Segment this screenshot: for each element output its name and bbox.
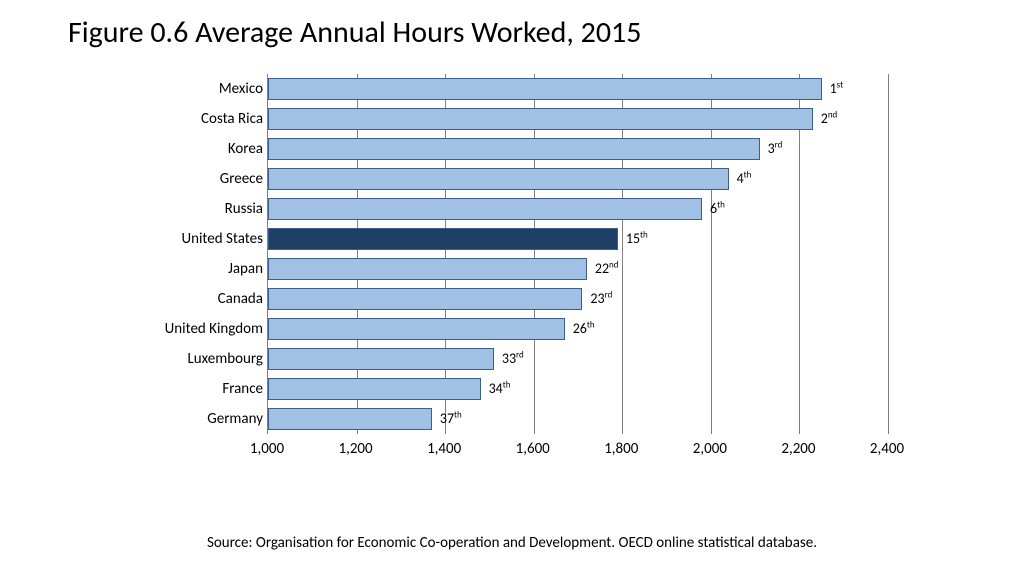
x-tick-label: 1,200 <box>338 440 372 458</box>
bar <box>268 168 729 190</box>
rank-number: 15 <box>626 230 640 247</box>
rank-number: 22 <box>595 260 609 277</box>
source-note: Source: Organisation for Economic Co-ope… <box>0 534 1024 552</box>
rank-number: 37 <box>440 410 454 427</box>
bar <box>268 408 432 430</box>
bar <box>268 348 494 370</box>
category-label: Greece <box>147 164 263 194</box>
bar-row: 1st <box>268 74 888 104</box>
category-label: United Kingdom <box>147 314 263 344</box>
category-labels: MexicoCosta RicaKoreaGreeceRussiaUnited … <box>147 74 263 434</box>
category-label: Mexico <box>147 74 263 104</box>
bar <box>268 138 760 160</box>
rank-label: 3rd <box>768 138 783 160</box>
category-label: Japan <box>147 254 263 284</box>
category-label: Canada <box>147 284 263 314</box>
x-tick-label: 2,200 <box>781 440 815 458</box>
bar <box>268 198 702 220</box>
rank-number: 26 <box>573 320 587 337</box>
bar-row: 15th <box>268 224 888 254</box>
rank-number: 2 <box>821 110 828 127</box>
category-label: Russia <box>147 194 263 224</box>
rank-suffix: rd <box>605 289 613 300</box>
rank-label: 33rd <box>502 348 524 370</box>
x-tick-label: 1,600 <box>516 440 550 458</box>
bar <box>268 228 618 250</box>
rank-label: 26th <box>573 318 595 340</box>
category-label: France <box>147 374 263 404</box>
rank-number: 4 <box>737 170 744 187</box>
x-tick-label: 1,000 <box>250 440 284 458</box>
rank-label: 22nd <box>595 258 619 280</box>
bar-row: 34th <box>268 374 888 404</box>
rank-suffix: th <box>744 169 752 180</box>
gridline <box>888 74 889 434</box>
figure-title: Figure 0.6 Average Annual Hours Worked, … <box>68 14 641 51</box>
x-axis: 1,0001,2001,4001,6001,8002,0002,2002,400 <box>267 434 887 464</box>
figure-page: Figure 0.6 Average Annual Hours Worked, … <box>0 0 1024 576</box>
rank-suffix: th <box>587 319 595 330</box>
rank-label: 4th <box>737 168 752 190</box>
bar <box>268 378 481 400</box>
bar-row: 23rd <box>268 284 888 314</box>
rank-suffix: th <box>640 229 648 240</box>
x-tick-label: 1,400 <box>427 440 461 458</box>
rank-label: 6th <box>710 198 725 220</box>
rank-suffix: th <box>454 409 462 420</box>
bar-row: 2nd <box>268 104 888 134</box>
rank-number: 34 <box>489 380 503 397</box>
bar <box>268 318 565 340</box>
rank-number: 23 <box>590 290 604 307</box>
rank-label: 1st <box>830 78 844 100</box>
bar-row: 6th <box>268 194 888 224</box>
rank-number: 33 <box>502 350 516 367</box>
category-label: Korea <box>147 134 263 164</box>
x-tick-label: 2,000 <box>693 440 727 458</box>
bar-row: 22nd <box>268 254 888 284</box>
bar-row: 4th <box>268 164 888 194</box>
bar <box>268 108 813 130</box>
rank-label: 15th <box>626 228 648 250</box>
bar-row: 26th <box>268 314 888 344</box>
category-label: Luxembourg <box>147 344 263 374</box>
bar-chart: MexicoCosta RicaKoreaGreeceRussiaUnited … <box>147 74 887 474</box>
bar <box>268 78 822 100</box>
category-label: United States <box>147 224 263 254</box>
bar-row: 33rd <box>268 344 888 374</box>
category-label: Germany <box>147 404 263 434</box>
plot-area: 1st2nd3rd4th6th15th22nd23rd26th33rd34th3… <box>267 74 888 434</box>
rank-label: 23rd <box>590 288 612 310</box>
rank-suffix: rd <box>516 349 524 360</box>
bar-row: 37th <box>268 404 888 434</box>
rank-number: 3 <box>768 140 775 157</box>
rank-suffix: st <box>837 79 843 90</box>
bar <box>268 288 582 310</box>
category-label: Costa Rica <box>147 104 263 134</box>
rank-suffix: th <box>503 379 511 390</box>
rank-suffix: th <box>717 199 725 210</box>
rank-suffix: nd <box>828 109 837 120</box>
x-tick-label: 1,800 <box>604 440 638 458</box>
rank-label: 2nd <box>821 108 838 130</box>
bar-row: 3rd <box>268 134 888 164</box>
bar <box>268 258 587 280</box>
rank-label: 37th <box>440 408 462 430</box>
x-tick-label: 2,400 <box>870 440 904 458</box>
rank-number: 1 <box>830 80 837 97</box>
rank-suffix: rd <box>775 139 783 150</box>
rank-suffix: nd <box>609 259 618 270</box>
bars-layer: 1st2nd3rd4th6th15th22nd23rd26th33rd34th3… <box>268 74 888 434</box>
rank-label: 34th <box>489 378 511 400</box>
